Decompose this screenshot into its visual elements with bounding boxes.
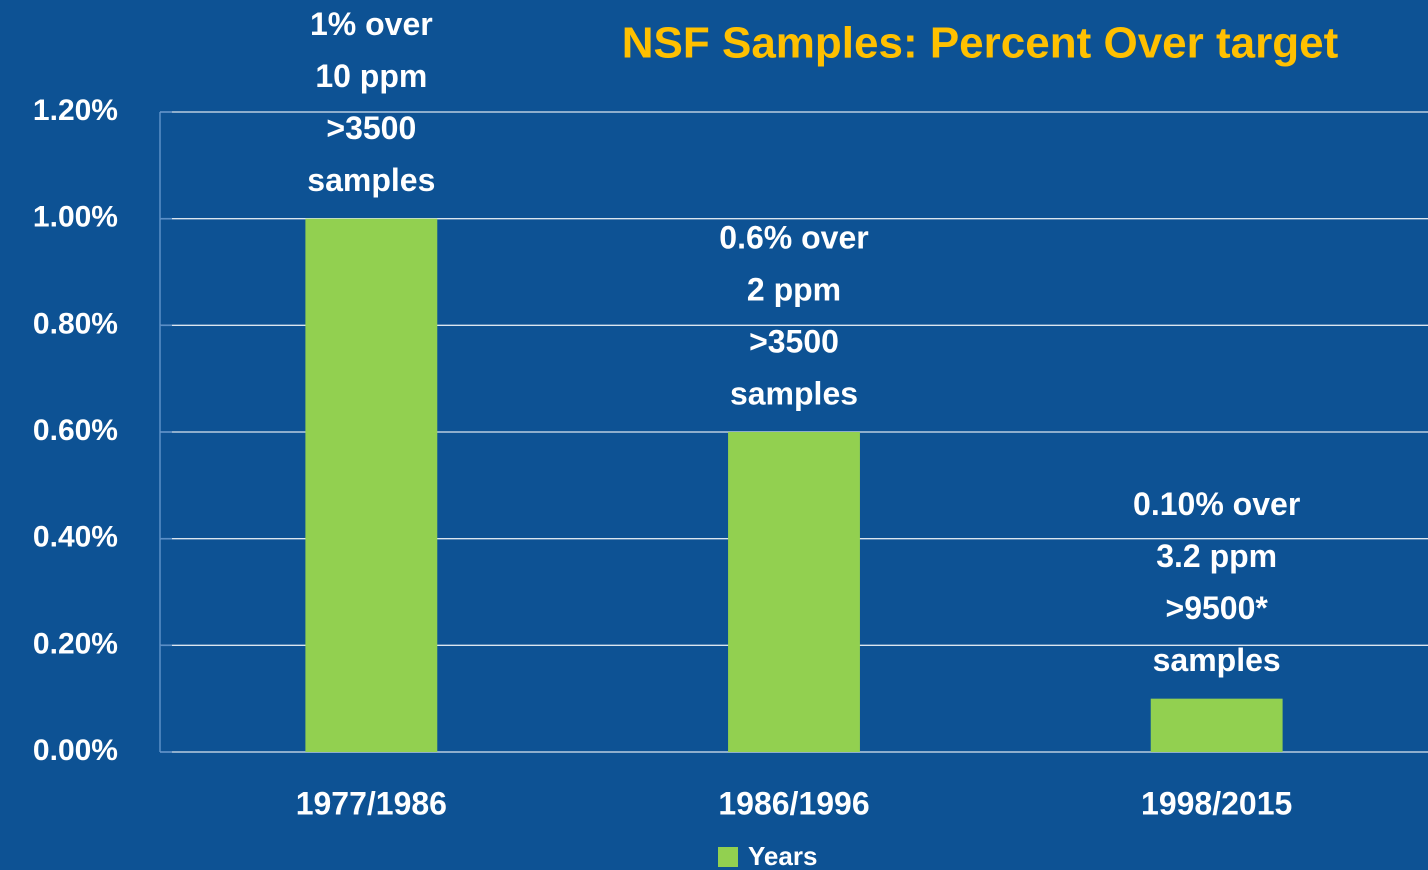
legend-swatch (718, 847, 738, 867)
data-annotation: samples (1153, 642, 1281, 678)
bar (728, 432, 860, 752)
y-tick-label: 0.60% (33, 414, 118, 447)
data-annotation: 10 ppm (315, 58, 427, 94)
data-annotation: 0.6% over (719, 219, 868, 255)
chart-title: NSF Samples: Percent Over target (622, 19, 1339, 68)
x-tick-label: 1986/1996 (718, 785, 869, 821)
data-annotation: 0.10% over (1133, 486, 1300, 522)
x-tick-label: 1977/1986 (296, 785, 447, 821)
data-annotation: >3500 (326, 110, 416, 146)
y-tick-label: 1.00% (33, 201, 118, 234)
y-tick-label: 1.20% (33, 94, 118, 127)
data-annotation: >9500* (1166, 590, 1269, 626)
x-tick-label: 1998/2015 (1141, 785, 1292, 821)
y-tick-label: 0.80% (33, 307, 118, 340)
y-tick-label: 0.00% (33, 734, 118, 767)
bar (305, 218, 438, 752)
bar (1150, 698, 1283, 752)
legend-label: Years (748, 841, 817, 870)
data-annotation: 3.2 ppm (1156, 538, 1277, 574)
data-annotation: 2 ppm (747, 271, 841, 307)
data-annotation: samples (307, 162, 435, 198)
y-tick-label: 0.40% (33, 521, 118, 554)
data-annotation: samples (730, 375, 858, 411)
y-tick-label: 0.20% (33, 627, 118, 660)
data-annotation: 1% over (310, 6, 433, 42)
data-annotation: >3500 (749, 323, 839, 359)
